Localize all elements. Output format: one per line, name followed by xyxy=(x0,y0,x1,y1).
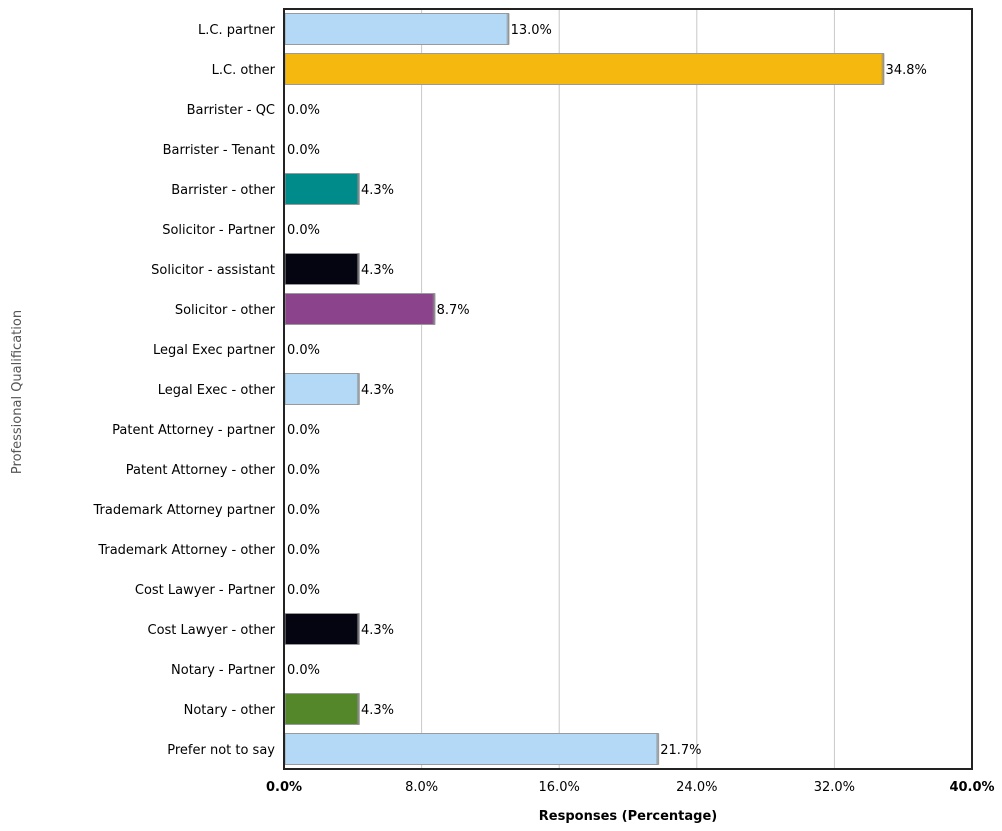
category-label: Barrister - QC xyxy=(187,103,275,118)
y-axis-title: Professional Qualification xyxy=(10,310,25,474)
bar xyxy=(284,733,659,765)
bar xyxy=(284,693,360,725)
bars xyxy=(284,13,885,765)
x-tick-label: 40.0% xyxy=(949,780,994,795)
bar-shadow xyxy=(356,253,360,285)
value-label: 34.8% xyxy=(886,63,927,78)
category-label: Trademark Attorney partner xyxy=(93,503,276,518)
bar-shadow xyxy=(356,693,360,725)
plot-frame xyxy=(283,8,973,770)
bar xyxy=(284,253,360,285)
category-label: Cost Lawyer - other xyxy=(148,623,276,638)
bar xyxy=(284,373,360,405)
value-label: 0.0% xyxy=(287,503,320,518)
category-label: Solicitor - Partner xyxy=(162,223,275,238)
bar-shadow xyxy=(356,173,360,205)
value-label: 8.7% xyxy=(437,303,470,318)
value-label: 0.0% xyxy=(287,463,320,478)
value-label: 0.0% xyxy=(287,583,320,598)
value-label: 0.0% xyxy=(287,423,320,438)
category-label: Legal Exec partner xyxy=(153,343,276,358)
category-label: Notary - Partner xyxy=(171,663,276,678)
bar xyxy=(284,13,510,45)
bar-shadow xyxy=(506,13,510,45)
x-tick-label: 24.0% xyxy=(676,780,717,795)
value-label: 4.3% xyxy=(361,263,394,278)
value-label: 0.0% xyxy=(287,103,320,118)
x-tick-label: 0.0% xyxy=(266,780,302,795)
plot-background xyxy=(284,9,972,769)
bar-shadow xyxy=(881,53,885,85)
x-axis-title: Responses (Percentage) xyxy=(539,809,717,824)
category-label: Solicitor - assistant xyxy=(151,263,275,278)
value-label: 0.0% xyxy=(287,663,320,678)
x-tick-labels: 0.0% 8.0% 16.0% 24.0% 32.0% 40.0% xyxy=(266,780,995,795)
bar-shadow xyxy=(356,613,360,645)
category-label: L.C. other xyxy=(212,63,276,78)
category-label: Patent Attorney - other xyxy=(126,463,276,478)
value-label: 4.3% xyxy=(361,383,394,398)
category-label: Cost Lawyer - Partner xyxy=(135,583,276,598)
x-tick-label: 16.0% xyxy=(539,780,580,795)
value-label: 0.0% xyxy=(287,143,320,158)
category-label: Notary - other xyxy=(184,703,276,718)
value-label: 13.0% xyxy=(511,23,552,38)
gridlines xyxy=(421,9,835,769)
value-label: 4.3% xyxy=(361,703,394,718)
bar xyxy=(284,613,360,645)
x-tick-label: 8.0% xyxy=(405,780,438,795)
category-label: Barrister - other xyxy=(171,183,275,198)
category-label: Patent Attorney - partner xyxy=(112,423,275,438)
value-label: 4.3% xyxy=(361,623,394,638)
value-labels: 13.0% 34.8% 0.0% 0.0% 4.3% 0.0% 4.3% 8.7% 0.0% 4.… xyxy=(287,23,927,758)
category-label: Prefer not to say xyxy=(167,743,275,758)
value-label: 0.0% xyxy=(287,543,320,558)
value-label: 21.7% xyxy=(660,743,701,758)
bar-shadow xyxy=(656,733,660,765)
category-label: Legal Exec - other xyxy=(158,383,276,398)
category-label: Trademark Attorney - other xyxy=(97,543,275,558)
x-tick-label: 32.0% xyxy=(814,780,855,795)
value-label: 4.3% xyxy=(361,183,394,198)
bar-shadow xyxy=(432,293,436,325)
category-label: L.C. partner xyxy=(198,23,276,38)
value-label: 0.0% xyxy=(287,223,320,238)
value-label: 0.0% xyxy=(287,343,320,358)
bar xyxy=(284,53,885,85)
bar xyxy=(284,293,436,325)
category-label: Barrister - Tenant xyxy=(163,143,275,158)
category-label: Solicitor - other xyxy=(175,303,276,318)
bar-shadow xyxy=(356,373,360,405)
bar xyxy=(284,173,360,205)
category-labels: L.C. partner L.C. other Barrister - QC Barr… xyxy=(93,23,276,758)
